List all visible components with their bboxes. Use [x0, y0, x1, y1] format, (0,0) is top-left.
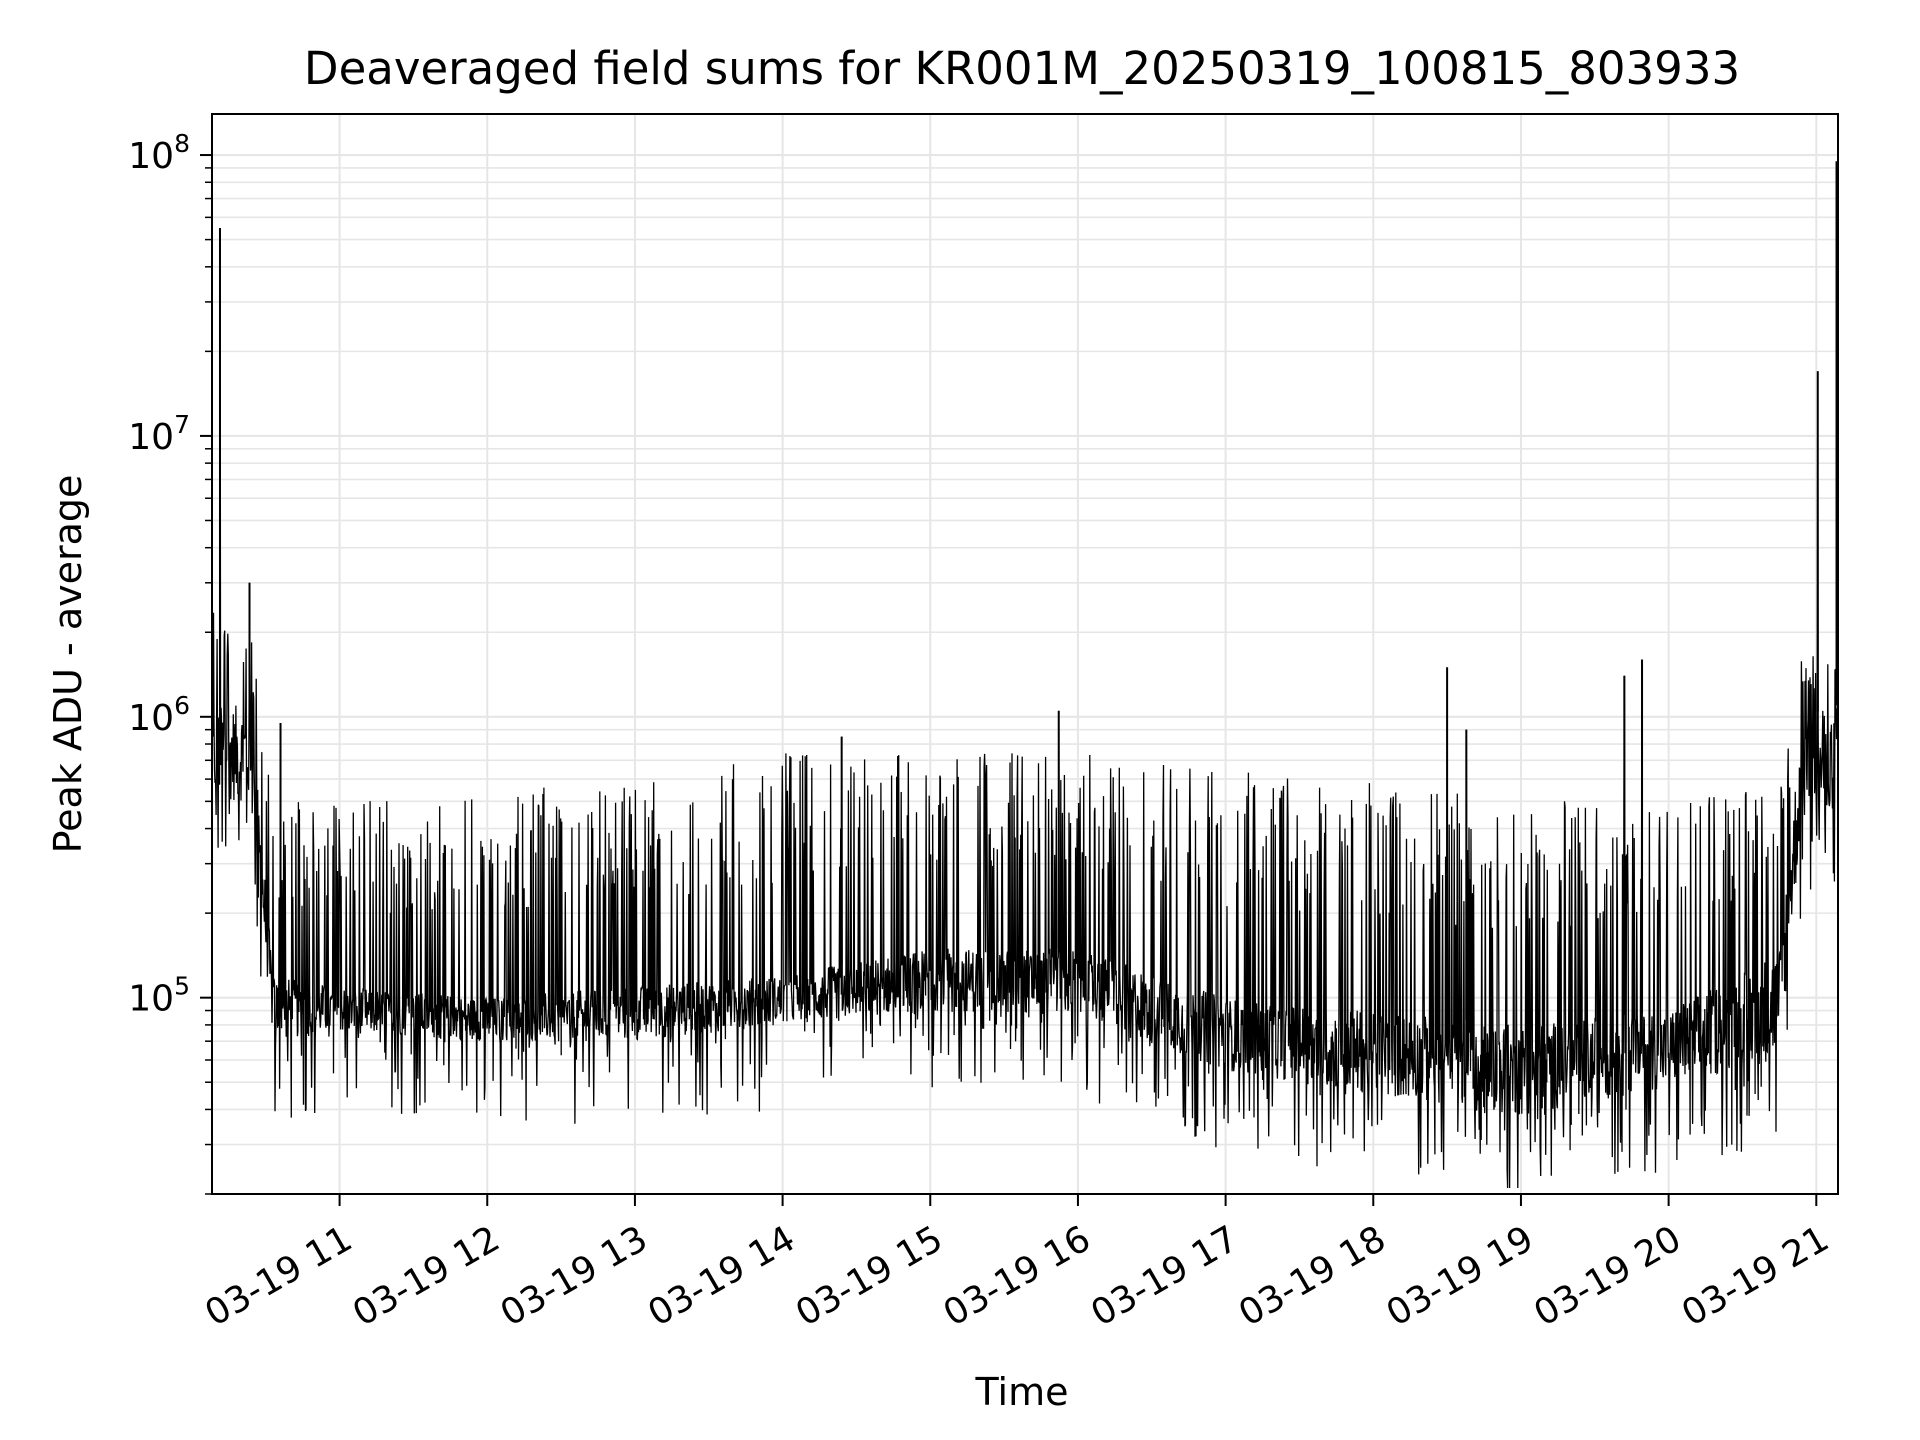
y-tick-label: 108	[128, 129, 190, 177]
y-tick-label: 106	[128, 691, 190, 739]
y-tick-label: 105	[128, 972, 190, 1020]
y-axis-ticks: 105 106 107 108	[128, 129, 212, 1195]
series-line	[211, 161, 1839, 1189]
x-axis-title: Time	[975, 1370, 1069, 1414]
y-tick-label: 107	[128, 410, 190, 458]
y-axis-title: Peak ADU - average	[46, 475, 90, 854]
plot-frame	[211, 113, 1839, 1195]
chart-title: Deaveraged field sums for KR001M_2025031…	[304, 42, 1740, 95]
series-trace	[211, 227, 1839, 1189]
